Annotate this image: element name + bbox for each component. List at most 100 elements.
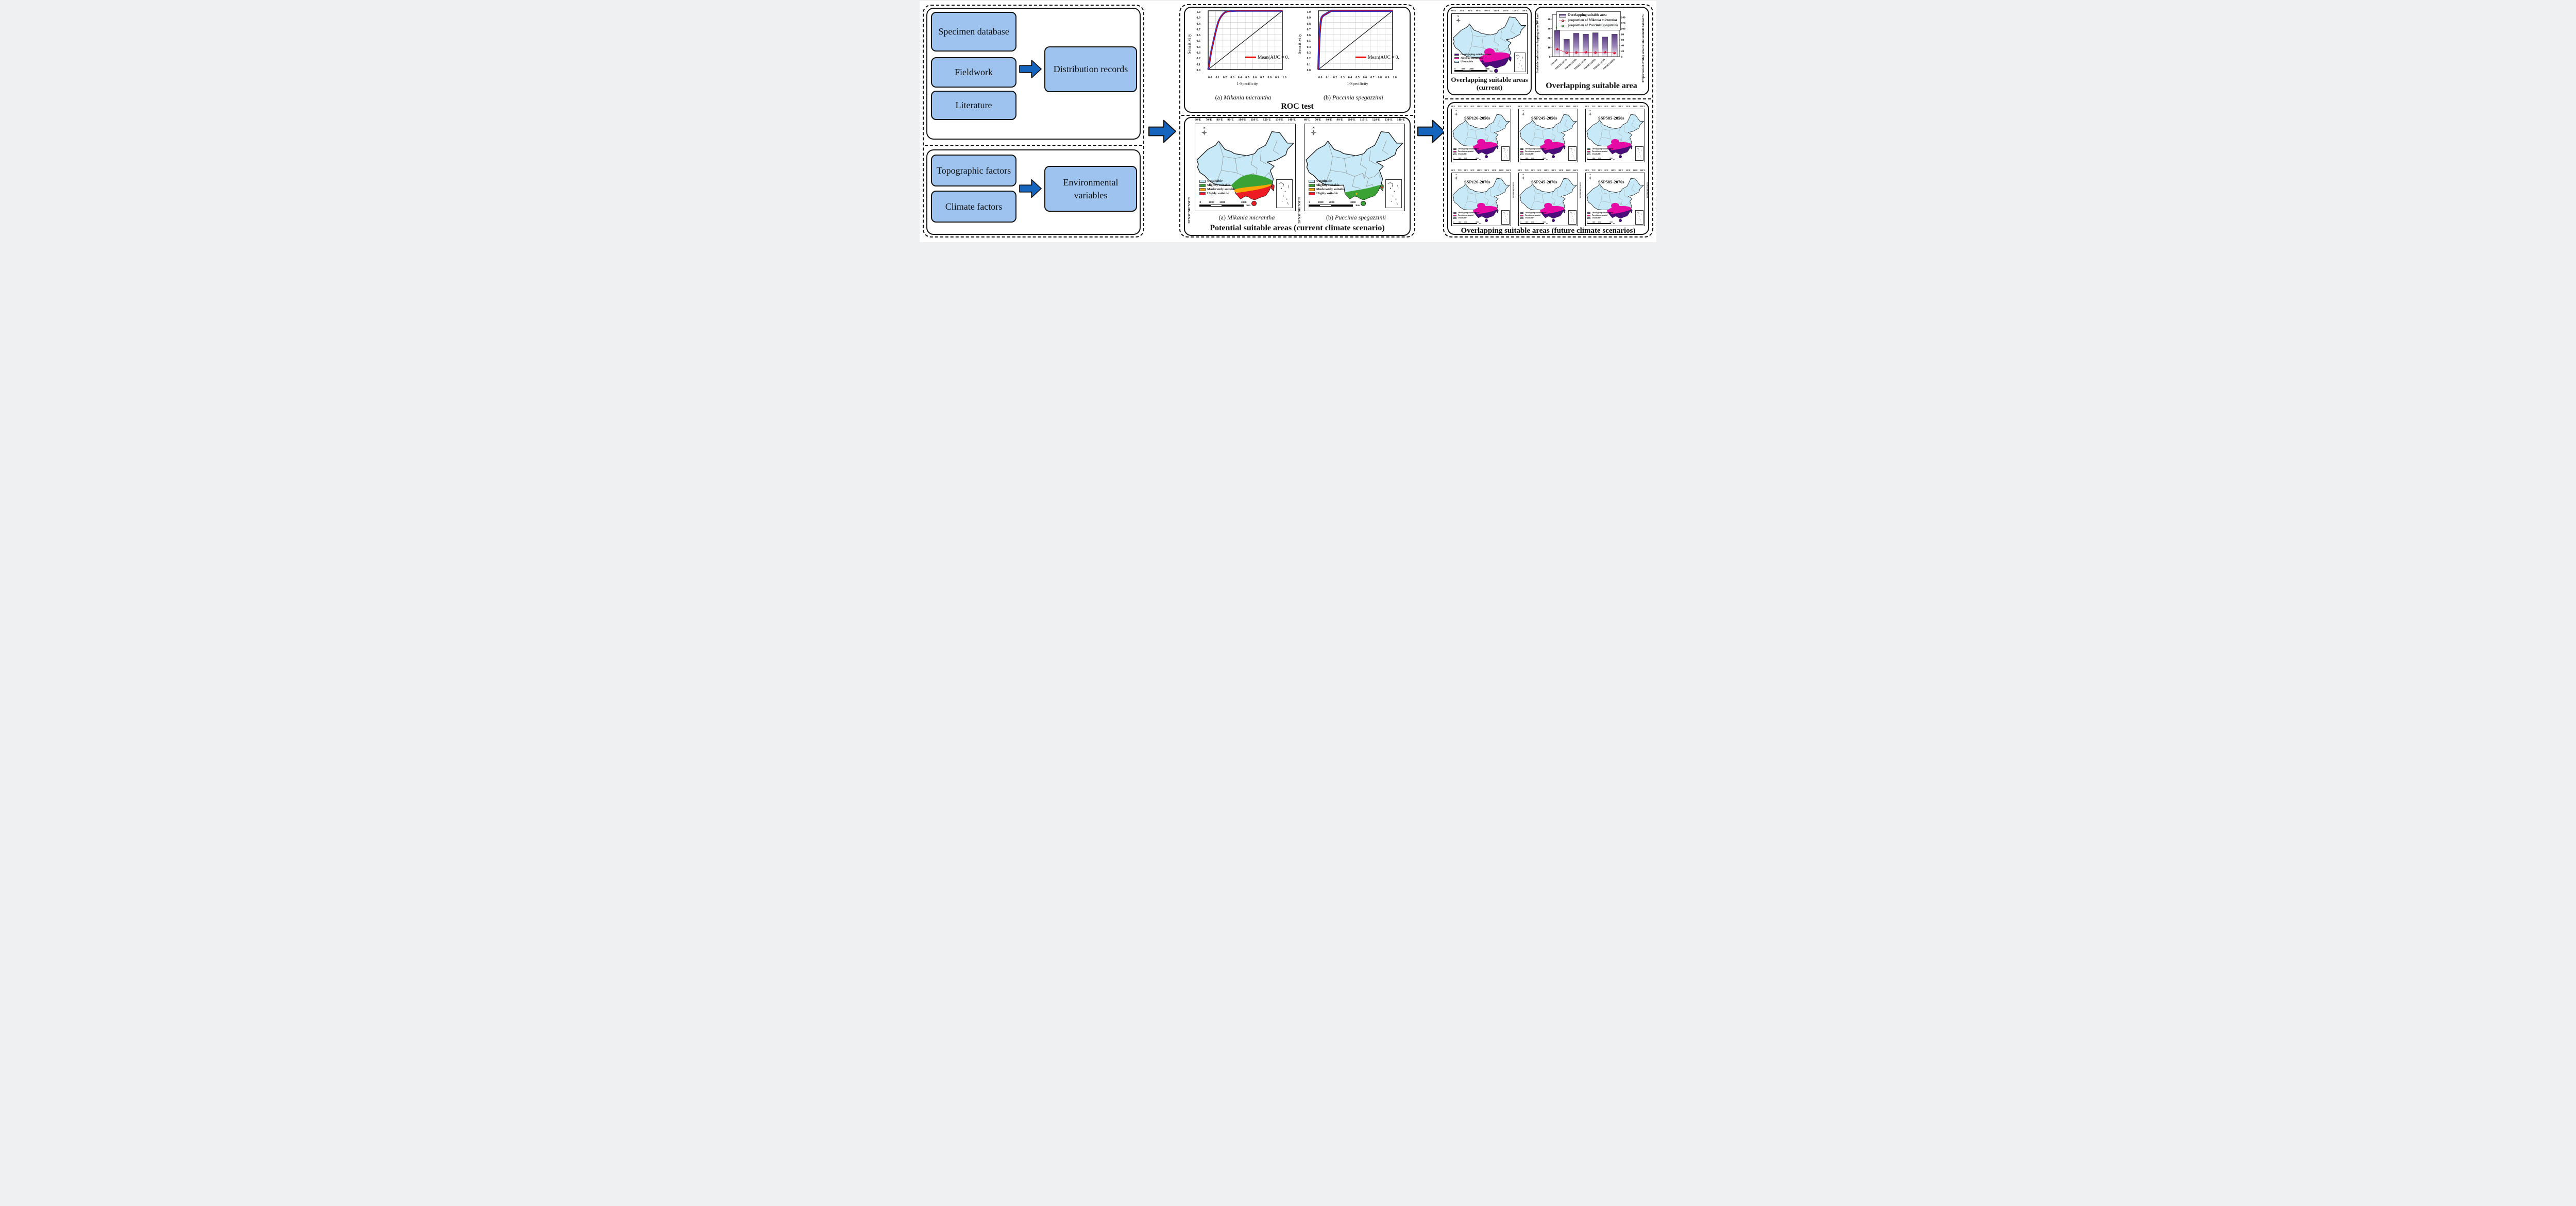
unsuitable-swatch-icon xyxy=(1453,153,1456,155)
map-caption-b: (b) Puccinia spegazzinii xyxy=(1326,214,1386,221)
bar-swatch-icon xyxy=(1559,13,1566,18)
node-label: Literature xyxy=(955,100,992,111)
map-ssp585-2070s: SSP585-2070s N Overlapping suitable area… xyxy=(1585,173,1645,226)
compass-icon: N xyxy=(1454,174,1458,180)
scalebar: 0 1000 2000 4000 km xyxy=(1587,221,1615,225)
middle-panel-divider xyxy=(1181,115,1413,116)
node-topographic-factors: Topographic factors xyxy=(931,155,1016,186)
map-ssp126-2070s: SSP126-2070s N Overlapping suitable area… xyxy=(1451,173,1511,226)
puccinia-swatch-icon xyxy=(1453,150,1456,152)
map-ssp585-2050s: SSP585-2050s N Overlapping suitable area… xyxy=(1585,109,1645,162)
svg-text:10: 10 xyxy=(1548,46,1551,49)
legend-row: Unsuitable xyxy=(1199,179,1235,183)
svg-text:40: 40 xyxy=(1548,18,1551,21)
overlap-swatch-icon xyxy=(1520,212,1523,214)
right-panel-divider xyxy=(1445,98,1651,99)
roc-xlabel: 1-Specificity xyxy=(1236,81,1258,86)
suitability-legend: Unsuitable Slightly suitable Moderately … xyxy=(1309,179,1345,195)
green-dot-marker-icon xyxy=(1559,24,1566,28)
unsuitable-swatch-icon xyxy=(1587,153,1590,155)
arrow-to-environmental-icon xyxy=(1019,178,1042,199)
roc-xticks: 0.0 0.1 0.2 0.3 0.4 0.5 0.6 0.7 0.8 0.9 1.0 xyxy=(1318,76,1397,79)
compass-icon: N xyxy=(1454,110,1458,116)
unsuitable-swatch-icon xyxy=(1199,179,1206,183)
svg-text:100: 100 xyxy=(1621,27,1626,30)
roc-curve-b: Mean(AUC = 0.978) xyxy=(1317,9,1399,74)
overlap-legend: Overlapping suitable areas Puccinia speg… xyxy=(1453,147,1479,155)
node-literature: Literature xyxy=(931,91,1016,120)
roc-caption-b: (b) Puccinia spegazzinii xyxy=(1312,94,1395,101)
arrow-middle-to-right-icon xyxy=(1416,118,1446,145)
lon-axis: 60°E 70°E 80°E 90°E 100°E 110°E 120°E 130°E 140°… xyxy=(1585,169,1645,172)
lat-axis: 50°N40°N30°N20°N xyxy=(1645,173,1650,242)
node-distribution-records: Distribution records xyxy=(1044,46,1137,92)
overlap-chart-plot: 010203040020406080100120140CurrentSSP126… xyxy=(1548,14,1626,71)
arrow-left-to-middle-icon xyxy=(1147,118,1177,145)
caption-prefix: (a) xyxy=(1215,94,1222,101)
caption-species: Puccinia spegazzinii xyxy=(1332,94,1383,101)
roc-panel-title: ROC test xyxy=(1281,102,1314,111)
svg-text:30: 30 xyxy=(1548,27,1551,30)
overlap-legend: Overlapping suitable areas Puccinia speg… xyxy=(1520,147,1546,155)
scalebar: 0 1000 2000 4000 km xyxy=(1587,157,1615,161)
legend-row: Highly suitable xyxy=(1199,192,1235,195)
slightly-suitable-swatch-icon xyxy=(1199,183,1206,187)
overlap-swatch-icon xyxy=(1454,53,1459,56)
compass-icon: N xyxy=(1588,174,1592,180)
overlap-current-title: Overlapping suitable areas (current) xyxy=(1451,76,1528,91)
scenario-title: SSP245-2070s xyxy=(1531,179,1557,184)
puccinia-swatch-icon xyxy=(1453,214,1456,216)
unsuitable-swatch-icon xyxy=(1520,153,1523,155)
south-china-sea-inset xyxy=(1276,179,1293,208)
overlap-swatch-icon xyxy=(1453,148,1456,150)
scalebar: 0 1000 2000 4000 km xyxy=(1199,201,1250,207)
lon-axis: 60°E 70°E 80°E 90°E 100°E 110°E 120°E 130°E 140°… xyxy=(1518,106,1578,108)
svg-text:80: 80 xyxy=(1621,33,1624,36)
roc-legend-label: Mean(AUC = 0.921) xyxy=(1258,55,1289,60)
overlap-swatch-icon xyxy=(1587,212,1590,214)
legend-row: Moderately suitable xyxy=(1199,188,1235,191)
lon-axis: 60°E 70°E 80°E 90°E 100°E 110°E 120°E 130°E 140°… xyxy=(1585,106,1645,108)
svg-text:40: 40 xyxy=(1621,44,1624,47)
puccinia-swatch-icon xyxy=(1520,150,1523,152)
unsuitable-swatch-icon xyxy=(1520,217,1523,219)
node-specimen-database: Specimen database xyxy=(931,12,1016,52)
legend-row: Slightly suitable xyxy=(1199,183,1235,187)
methodology-figure: Specimen database Fieldwork Literature D… xyxy=(920,1,1656,242)
compass-icon: N xyxy=(1588,110,1592,116)
chart-legend: Overlapping suitable area proportion of … xyxy=(1556,11,1621,30)
south-china-sea-inset xyxy=(1514,53,1526,72)
scenario-title: SSP585-2050s xyxy=(1598,115,1624,121)
unsuitable-swatch-icon xyxy=(1453,217,1456,219)
compass-icon: N xyxy=(1311,127,1316,135)
svg-text:120: 120 xyxy=(1621,22,1626,25)
lon-axis: 60°E 70°E 80°E 90°E 100°E 110°E 120°E 130°E 140°… xyxy=(1304,118,1405,122)
svg-text:140: 140 xyxy=(1621,16,1626,19)
chart-right-axis-label: Proportion of overlap area to total suit… xyxy=(1642,14,1645,83)
arrow-to-distribution-icon xyxy=(1019,58,1042,80)
highly-suitable-swatch-icon xyxy=(1199,192,1206,195)
scalebar: 0 1000 2000 4000 km xyxy=(1453,157,1481,161)
map-puccinia-current: N Unsuitable Slightly suitable Moderatel… xyxy=(1304,124,1405,211)
highly-suitable-swatch-icon xyxy=(1309,192,1315,195)
future-panel-title: Overlapping suitable areas (future clima… xyxy=(1461,227,1636,235)
scalebar: 0 1000 2000 4000 km xyxy=(1453,221,1481,225)
node-label: Environmental variables xyxy=(1063,177,1118,200)
overlap-chart-title: Overlapping suitable area xyxy=(1546,81,1637,90)
svg-text:0: 0 xyxy=(1549,56,1551,59)
scenario-title: SSP585-2070s xyxy=(1598,179,1624,184)
unsuitable-swatch-icon xyxy=(1587,217,1590,219)
south-china-sea-inset xyxy=(1501,210,1510,225)
puccinia-swatch-icon xyxy=(1587,150,1590,152)
puccinia-swatch-icon xyxy=(1454,57,1459,60)
moderately-suitable-swatch-icon xyxy=(1309,188,1315,191)
overlap-swatch-icon xyxy=(1520,148,1523,150)
node-label: Topographic factors xyxy=(936,165,1011,176)
south-china-sea-inset xyxy=(1385,179,1402,208)
moderately-suitable-swatch-icon xyxy=(1199,188,1206,191)
map-ssp126-2050s: SSP126-2050s N Overlapping suitable area… xyxy=(1451,109,1511,162)
node-label: Fieldwork xyxy=(955,67,993,78)
caption-prefix: (b) xyxy=(1324,94,1331,101)
roc-yticks: 1.0 0.9 0.8 0.7 0.6 0.5 0.4 0.3 0.2 0.1 0.0 xyxy=(1196,11,1201,72)
map-ssp245-2070s: SSP245-2070s N Overlapping suitable area… xyxy=(1518,173,1578,226)
